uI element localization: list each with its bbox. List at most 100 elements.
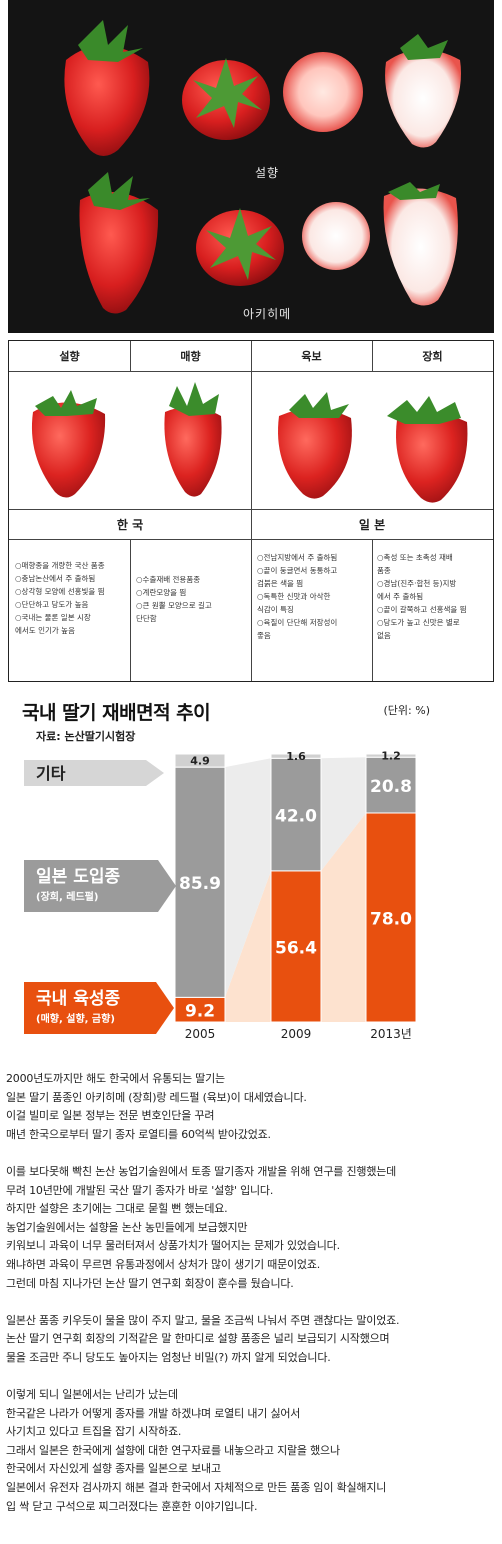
note-item: ○끝이 둥글면서 동통하고 — [257, 566, 338, 575]
seolhyang-photo-label: 설향 — [255, 166, 280, 180]
yukbo-berry-image — [278, 392, 352, 499]
variety-header-seolhyang: 설향 — [59, 350, 80, 363]
seolhyang-berry-image — [31, 390, 106, 498]
table-divider — [372, 341, 373, 371]
data-label: 9.2 — [185, 1002, 215, 1022]
note-item: 식감이 특징 — [257, 605, 294, 614]
seolhyang-half-cut — [385, 34, 461, 148]
text-line: 입 싹 닫고 구석으로 찌그러졌다는 훈훈한 이야기입니다. — [6, 1499, 258, 1513]
seolhyang-top-view — [182, 58, 270, 140]
text-line: 왜냐하면 과육이 무르면 유통과정에서 상처가 많이 생기기 때문이었죠. — [6, 1257, 321, 1271]
note-item: 좋음 — [257, 631, 271, 640]
data-label: 4.9 — [190, 755, 210, 768]
akihime-whole-berry — [79, 172, 159, 314]
note-item: ○독특한 신맛과 아삭한 — [257, 592, 331, 601]
text-line: 일본에서 유전자 검사까지 해본 결과 한국에서 자체적으로 만든 품종 임이 … — [6, 1481, 387, 1495]
x-tick-label: 2013년 — [370, 1027, 412, 1041]
akihime-top-view — [196, 208, 284, 286]
chart-source: 자료: 논산딸기시험장 — [36, 730, 136, 743]
note-item: 품종 — [377, 566, 391, 575]
paragraph: 이를 보다못해 빡친 논산 농업기술원에서 토종 딸기종자 개발을 위해 연구를… — [6, 1163, 496, 1293]
text-line: 한국에서 자신있게 설향 종자를 일본으로 보내고 — [6, 1462, 221, 1476]
text-line: 하지만 설향은 초기에는 그대로 묻힐 뻔 했는데요. — [6, 1202, 228, 1216]
data-label: 85.9 — [179, 874, 221, 894]
legend-arrow — [24, 860, 176, 912]
stacked-bar-chart: 9.2 85.9 4.9 2005 56.4 42.0 1.6 2009 78.0 20.8 1.2… — [24, 750, 417, 1041]
maehyang-berry-image — [164, 382, 222, 497]
bar-segment — [174, 996, 226, 1023]
seolhyang-notes: ○매향종을 개량한 국산 품종 ○충남논산에서 주 출하됨 ○상각형 모양에 선… — [15, 559, 127, 637]
bar-segment — [174, 766, 226, 998]
legend-arrow — [24, 982, 174, 1034]
bar-segment — [365, 812, 417, 1023]
text-line: 농업기술원에서는 설향을 논산 농민들에게 보급했지만 — [6, 1220, 248, 1234]
legend-sublabel: (매향, 설향, 금향) — [36, 1012, 115, 1025]
data-label: 1.2 — [381, 750, 401, 763]
japanese-trend-band — [225, 758, 271, 998]
note-item: ○단단하고 당도가 높음 — [15, 600, 89, 609]
text-line: 이걸 빌미로 일본 정부는 전문 변호인단을 꾸려 — [6, 1109, 215, 1123]
table-divider — [130, 539, 131, 681]
note-item: 없음 — [377, 631, 391, 640]
note-item: 에서도 인기가 높음 — [15, 626, 75, 635]
seolhyang-whole-berry — [64, 20, 150, 156]
data-label: 20.8 — [370, 777, 412, 797]
x-tick-label: 2009 — [281, 1027, 312, 1041]
data-label: 42.0 — [275, 807, 317, 827]
data-label: 78.0 — [370, 909, 412, 929]
note-item: ○충남논산에서 주 출하됨 — [15, 574, 96, 583]
bar-segment — [365, 753, 417, 758]
legend-arrow — [24, 760, 164, 786]
variety-header-janghui: 장희 — [422, 350, 443, 363]
note-item: ○당도가 높고 신맛은 별로 — [377, 618, 460, 627]
bar-segment — [365, 756, 417, 814]
section-header-korea: 한 국 — [116, 517, 144, 532]
strawberry-cross-section-photo: 설향 아키히메 — [8, 0, 494, 333]
legend-sublabel: (장희, 레드펄) — [36, 890, 98, 903]
legend-label: 국내 육성종 — [36, 989, 120, 1009]
table-divider — [372, 539, 373, 681]
note-item: ○상각형 모양에 선홍빛을 띔 — [15, 587, 105, 596]
note-item: 단단함 — [136, 614, 157, 623]
note-item: 검붉은 색을 띔 — [257, 579, 304, 588]
akihime-photo-label: 아키히메 — [243, 307, 292, 321]
variety-header-yukbo: 육보 — [301, 350, 322, 363]
bar-segment — [174, 753, 226, 768]
note-item: ○촉성 또는 초촉성 재배 — [377, 553, 453, 562]
note-item: ○육질이 단단해 저장성이 — [257, 618, 338, 627]
yukbo-notes: ○전남지방에서 주 출하됨 ○끝이 둥글면서 동통하고 검붉은 색을 띔 ○독특… — [257, 551, 369, 642]
text-line: 한국같은 나라가 어떻게 종자를 개발 하겠냐며 로열티 내기 싫어서 — [6, 1406, 301, 1420]
cultivation-area-chart: 9.2 85.9 4.9 2005 56.4 42.0 1.6 2009 78.0 20.8 1.2… — [8, 690, 494, 1062]
text-line: 그래서 일본은 한국에게 설향에 대한 연구자료를 내놓으라고 지랄을 했으나 — [6, 1443, 340, 1457]
note-item: 에서 주 출하됨 — [377, 592, 424, 601]
note-item: ○수출재배 전용품종 — [136, 575, 201, 584]
text-line: 키워보니 과육이 너무 물러터져서 상품가치가 떨어지는 문제가 있었습니다. — [6, 1239, 340, 1253]
article-body: 2000년도까지만 해도 한국에서 유통되는 딸기는 일본 딸기 품종인 아키히… — [6, 1070, 496, 1535]
data-label: 1.6 — [286, 750, 306, 763]
janghui-notes: ○촉성 또는 초촉성 재배 품종 ○경남(진주·합천 등)지방 에서 주 출하됨… — [377, 551, 491, 642]
bar-segment — [270, 757, 322, 872]
note-item: ○큰 원뿔 모양으로 길고 — [136, 601, 212, 610]
table-divider — [251, 341, 252, 681]
legend-label: 기타 — [36, 764, 66, 783]
note-item: ○전남지방에서 주 출하됨 — [257, 553, 338, 562]
text-line: 논산 딸기 연구회 회장의 기적같은 말 한마디로 설향 품종은 널리 보급되기… — [6, 1332, 390, 1346]
paragraph: 이렇게 되니 일본에서는 난리가 났는데 한국같은 나라가 어떻게 종자를 개발… — [6, 1386, 496, 1516]
text-line: 이를 보다못해 빡친 논산 농업기술원에서 토종 딸기종자 개발을 위해 연구를… — [6, 1164, 397, 1178]
janghui-berry-image — [387, 396, 468, 503]
domestic-trend-band — [225, 870, 271, 1022]
variety-header-maehyang: 매향 — [180, 350, 201, 363]
x-tick-label: 2005 — [185, 1027, 216, 1041]
text-line: 일본 딸기 품종인 아키히메 (장희)랑 레드펄 (육보)이 대세였습니다. — [6, 1090, 307, 1104]
section-header-japan: 일 본 — [358, 517, 386, 532]
legend-label: 일본 도입종 — [36, 867, 120, 887]
akihime-slice — [302, 202, 370, 270]
chart-unit: (단위: %) — [383, 704, 430, 717]
text-line: 이렇게 되니 일본에서는 난리가 났는데 — [6, 1388, 178, 1402]
bar-segment — [270, 753, 322, 759]
text-line: 2000년도까지만 해도 한국에서 유통되는 딸기는 — [6, 1072, 225, 1085]
text-line: 일본산 품종 키우듯이 물을 많이 주지 말고, 물을 조금씩 나눠서 주면 괜… — [6, 1313, 400, 1327]
bar-segment — [270, 870, 322, 1023]
seolhyang-slice — [283, 52, 363, 132]
akihime-half-cut — [383, 182, 458, 306]
